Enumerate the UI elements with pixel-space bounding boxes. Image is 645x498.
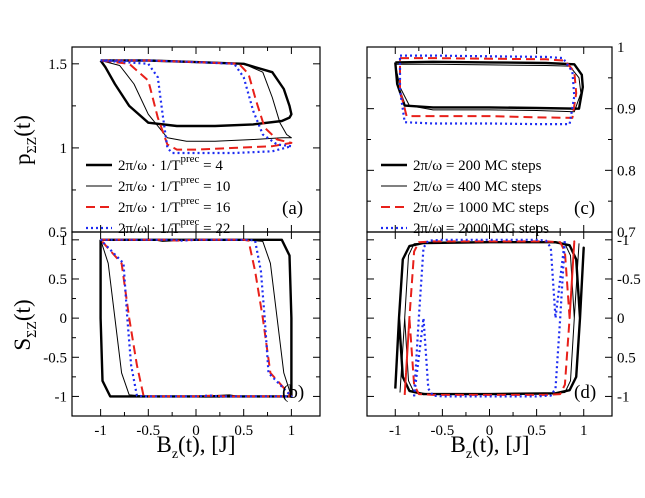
- legend-text-main: 2π/ω · 1/T: [118, 179, 180, 195]
- y-axis-label-b-tail: (t): [10, 299, 35, 321]
- series-3-line: [403, 240, 576, 396]
- x-axis-label-d-sub: z: [466, 447, 472, 462]
- legend-text-value: = 16: [199, 200, 230, 216]
- series-group: [394, 238, 585, 398]
- y-axis-label-a: pΣZ(t): [10, 115, 40, 165]
- series-group: [394, 54, 584, 126]
- x-tick-label: 1: [288, 423, 296, 439]
- legend-text-main: 2π/ω · 1/T: [118, 200, 180, 216]
- x-axis-label-b-main: B: [156, 432, 171, 457]
- legend-text-value: = 22: [199, 221, 230, 237]
- series-1-line: [99, 59, 293, 128]
- series-2-line: [100, 60, 292, 142]
- legend-entry-2: 2π/ω · 1/Tprec = 10: [118, 174, 230, 195]
- x-axis-label-d-main: B: [450, 432, 465, 457]
- panel-label: (b): [282, 382, 304, 403]
- panel-b: -1 -0.5 0 0.5 1 -1 -0.5 0 0.5 1 (b): [43, 231, 321, 439]
- legend-entry-3: 2π/ω = 1000 MC steps: [413, 200, 549, 216]
- x-tick-label: 0: [192, 423, 200, 439]
- x-axis-label-d: Bz(t), [J]: [450, 432, 529, 462]
- y-tick-label: 0.8: [617, 163, 636, 179]
- legend-entry-2: 2π/ω = 400 MC steps: [413, 179, 542, 195]
- x-axis-label-d-tail: (t), [J]: [472, 432, 529, 457]
- panel-label: (a): [282, 198, 303, 219]
- y-tick-label: 1: [60, 233, 68, 249]
- legend-text-main: 2π/ω · 1/T: [118, 221, 180, 237]
- y-tick-label: -0.5: [617, 272, 641, 288]
- x-axis-label-b-sub: z: [172, 447, 178, 462]
- series-1-line: [394, 240, 585, 396]
- y-tick-label: 1.5: [48, 57, 67, 73]
- series-3-line: [99, 238, 293, 398]
- axis-labels: pΣZ(t)SΣZ(t)Bz(t), [J] Bz(t), [J]: [10, 115, 530, 462]
- panel-a: 0.511.5(a)2π/ω · 1/Tprec = 42π/ω · 1/Tpr…: [48, 46, 321, 241]
- legend-entry-4: 2π/ω = 2000 MC steps: [413, 221, 549, 237]
- x-axis-label-b: Bz(t), [J]: [156, 432, 235, 462]
- legend-text-value: = 10: [199, 179, 230, 195]
- y-tick-label: -0.5: [43, 350, 67, 366]
- legend-text-main: 2π/ω · 1/T: [118, 158, 180, 174]
- panel-label: (c): [574, 198, 595, 219]
- panel-c: 0.7 0.8 0.9 1 (c) 2π/ω = 200 MC steps 2π/ω = 4…: [366, 40, 636, 241]
- series-3-line: [399, 57, 578, 119]
- panel-d: -1 -0.5 0 0.5 1 -1 0.5 0 -0.5 -1 (d): [366, 231, 641, 439]
- y-tick-label: -1: [617, 233, 630, 249]
- x-tick-label: 1: [580, 423, 588, 439]
- series-group: [99, 59, 293, 155]
- y-tick-label: 0.7: [617, 225, 636, 241]
- legend-entry-4: 2π/ω · 1/Tprec = 22: [118, 216, 230, 237]
- y-tick-label: 0.9: [617, 102, 636, 118]
- y-axis-label-a-main: p: [10, 153, 35, 165]
- y-axis-label-a-sub: ΣZ: [25, 137, 40, 154]
- x-tick-label: 0.5: [527, 423, 546, 439]
- y-tick-label: -1: [617, 389, 630, 405]
- y-axis-label-a-tail: (t): [10, 115, 35, 137]
- series-4-line: [413, 238, 567, 398]
- x-tick-label: -1: [94, 423, 107, 439]
- legend-entry-3: 2π/ω · 1/Tprec = 16: [118, 195, 231, 216]
- series-1-line: [394, 60, 584, 110]
- x-tick-label: -0.5: [136, 423, 160, 439]
- legend-text-sup: prec: [180, 195, 199, 207]
- legend-text-sup: prec: [180, 153, 199, 165]
- legend-text-value: = 4: [199, 158, 223, 174]
- x-axis-label-b-tail: (t), [J]: [178, 432, 235, 457]
- y-tick-label: 0.5: [48, 272, 67, 288]
- y-tick-label: 0.5: [617, 350, 636, 366]
- y-tick-label: 0: [617, 311, 625, 327]
- legend-text-sup: prec: [180, 216, 199, 228]
- series-group: [99, 238, 293, 398]
- legend-entry-1: 2π/ω · 1/Tprec = 4: [118, 153, 223, 174]
- y-axis-label-b-sub: ΣZ: [25, 321, 40, 338]
- y-tick-label: 1: [60, 141, 68, 157]
- series-2-line: [399, 241, 580, 395]
- x-tick-label: -1: [389, 423, 402, 439]
- legend-entry-1: 2π/ω = 200 MC steps: [413, 158, 542, 174]
- panel-label: (d): [574, 382, 596, 403]
- y-tick-label: -1: [55, 389, 68, 405]
- x-tick-label: 0: [486, 423, 494, 439]
- x-tick-label: -0.5: [431, 423, 455, 439]
- y-tick-label: 1: [617, 40, 625, 56]
- y-axis-label-b-main: S: [10, 338, 35, 351]
- series-2-line: [394, 63, 582, 113]
- legend-text-sup: prec: [180, 174, 199, 186]
- series-4-line: [99, 238, 293, 398]
- y-axis-label-b: SΣZ(t): [10, 299, 40, 350]
- x-tick-label: 0.5: [234, 423, 253, 439]
- y-tick-label: 0.5: [48, 225, 67, 241]
- y-tick-label: 0: [60, 311, 68, 327]
